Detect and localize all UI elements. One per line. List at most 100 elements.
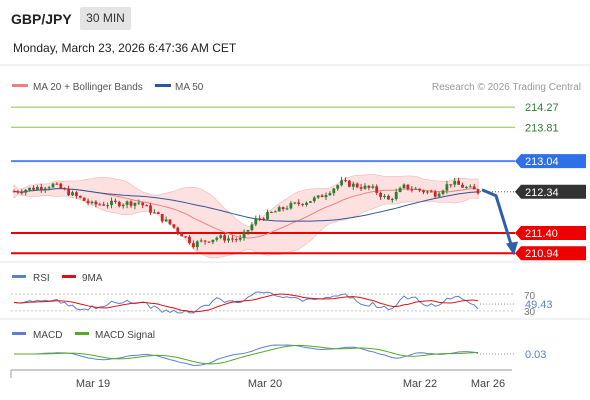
x-tick-label: Mar 26 [471,378,505,390]
candle-body [12,191,16,193]
candle-body [156,212,160,215]
candle-body [312,197,316,202]
candle-body [63,188,67,190]
candle-body [149,205,152,213]
candle-body [293,202,297,204]
candle-body [297,202,301,204]
candle-body [316,195,320,198]
candle-body [387,195,390,200]
candle-body [180,232,184,237]
candle-body [472,186,476,190]
candle-body [340,180,343,186]
x-tick-label: Mar 22 [403,378,437,390]
level-label-3: 212.34 [525,187,559,199]
candle-body [86,200,90,204]
candle-body [379,192,382,197]
candle-body [39,187,43,190]
candle-body [406,184,410,190]
candle-body [305,202,308,205]
candle-body [98,204,102,206]
candle-body [234,239,238,241]
candle-body [398,188,402,192]
candle-body [184,236,187,238]
candle-body [465,187,468,189]
candles [12,176,480,251]
candle-body [476,189,480,194]
candle-body [250,224,254,231]
level-label-4: 211.40 [525,228,558,240]
candle-body [332,188,336,194]
candle-body [121,204,125,207]
candle-body [36,187,39,190]
candle-body [429,191,433,193]
candle-body [129,201,133,206]
candle-body [16,191,20,193]
legend-rsi-label: RSI [33,273,50,284]
x-tick-label: Mar 19 [76,378,110,390]
candle-body [457,180,460,185]
level-label-box [515,246,586,261]
candle-body [219,235,223,238]
price-levels [11,106,515,255]
candle-body [351,183,355,187]
candle-body [90,201,94,204]
macd-last-value: 0.03 [525,349,546,361]
candle-body [433,191,437,197]
rsi-lines [11,291,515,314]
candle-body [324,195,328,198]
legend-ma20-label: MA 20 + Bollinger Bands [33,82,143,93]
candle-body [75,192,78,196]
candle-body [20,192,24,194]
candle-body [82,197,86,201]
candle-body [43,188,47,190]
candle-body [285,208,289,210]
candle-body [273,211,277,213]
candle-body [137,202,141,204]
candle-body [71,192,74,196]
candle-body [153,212,156,214]
candle-body [359,187,363,189]
rsi-level-70: 70 [524,291,536,302]
candle-body [281,207,285,210]
candle-body [67,189,70,196]
candle-body [102,204,106,206]
timeframe-badge[interactable]: 30 MIN [80,7,131,30]
macd-signal-line [14,344,479,365]
candle-body [110,200,113,206]
candle-body [437,193,441,197]
candle-body [328,193,332,196]
macd-lines [14,344,515,366]
candle-body [47,187,51,189]
candle-body [418,188,421,191]
candle-body [390,199,394,201]
x-tick-label: Mar 20 [248,378,282,390]
candle-body [301,203,304,205]
candle-body [223,235,226,241]
level-label-5: 210.94 [525,248,559,260]
candle-body [320,195,324,198]
level-label-box [515,154,586,169]
candle-body [55,183,59,185]
candle-body [371,186,375,188]
candle-body [231,238,234,240]
level-label-1: 213.81 [525,122,559,134]
candle-body [94,201,98,205]
candle-body [192,243,195,248]
candle-body [449,184,453,186]
candle-body [114,200,117,202]
candle-body [117,201,121,207]
candle-body [164,219,168,222]
candle-body [78,195,82,198]
candle-body [242,231,246,238]
candle-body [211,239,215,243]
candle-body [270,211,273,213]
candle-body [195,241,199,248]
legend-ma50-label: MA 50 [175,82,204,93]
ma50-line [13,188,479,222]
candle-body [188,236,191,244]
candle-body [141,202,145,206]
rsi-line [13,291,479,314]
candle-body [461,184,464,188]
candle-body [363,185,367,189]
level-label-box [515,226,586,241]
